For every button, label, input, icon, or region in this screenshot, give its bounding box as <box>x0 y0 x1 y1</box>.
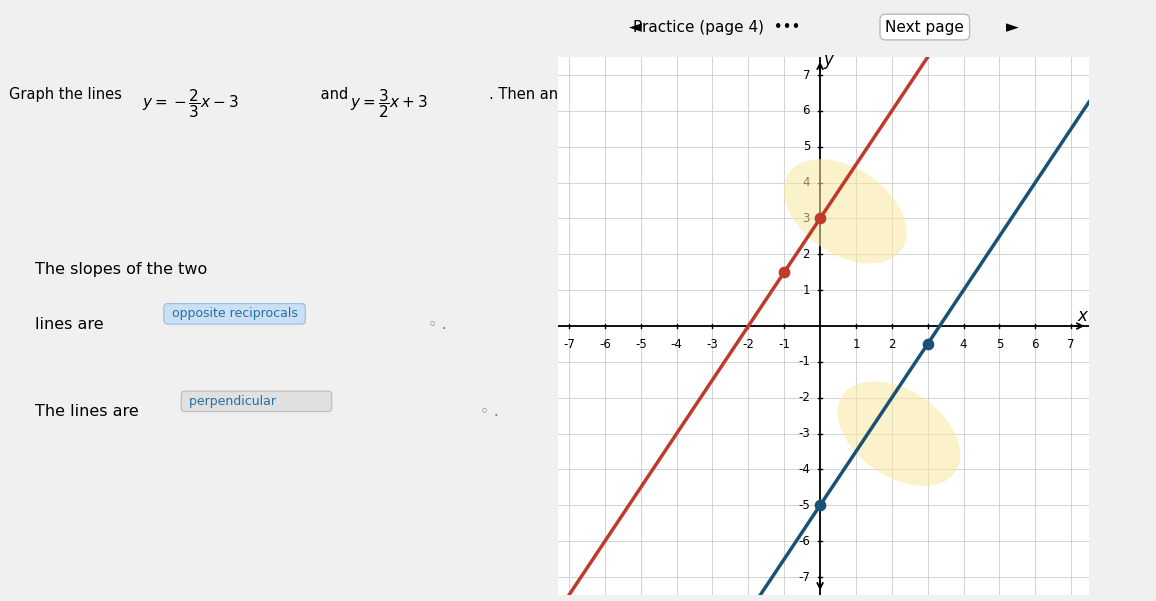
Text: -2: -2 <box>742 338 754 350</box>
Text: ►: ► <box>1006 18 1018 36</box>
Text: $x$: $x$ <box>1077 307 1090 325</box>
Text: -7: -7 <box>563 338 575 350</box>
Point <box>775 267 793 277</box>
Text: -5: -5 <box>799 499 810 512</box>
Text: Practice (page 4)  •••: Practice (page 4) ••• <box>633 20 800 34</box>
Text: -2: -2 <box>798 391 810 404</box>
Text: 4: 4 <box>959 338 968 350</box>
Text: Graph the lines: Graph the lines <box>9 87 127 102</box>
Ellipse shape <box>838 382 961 486</box>
Text: 4: 4 <box>802 176 810 189</box>
Text: 3: 3 <box>924 338 932 350</box>
Text: and: and <box>316 87 353 102</box>
Text: 2: 2 <box>888 338 896 350</box>
Text: 6: 6 <box>1031 338 1039 350</box>
Text: ◦ .: ◦ . <box>428 317 446 332</box>
Text: opposite reciprocals: opposite reciprocals <box>168 307 302 320</box>
Text: -6: -6 <box>599 338 610 350</box>
Text: 3: 3 <box>802 212 810 225</box>
Text: -4: -4 <box>798 463 810 476</box>
Point <box>810 501 829 510</box>
Text: $y = \dfrac{3}{2}x + 3$: $y = \dfrac{3}{2}x + 3$ <box>350 87 428 120</box>
Text: -4: -4 <box>670 338 682 350</box>
Text: -5: -5 <box>635 338 646 350</box>
Text: -1: -1 <box>778 338 791 350</box>
Text: 7: 7 <box>802 69 810 82</box>
Point <box>810 214 829 224</box>
Text: The slopes of the two: The slopes of the two <box>35 262 207 277</box>
Text: $y$: $y$ <box>823 53 836 72</box>
Text: 1: 1 <box>852 338 860 350</box>
Text: -1: -1 <box>798 355 810 368</box>
Text: 7: 7 <box>1067 338 1075 350</box>
Text: 5: 5 <box>995 338 1003 350</box>
Text: Next page: Next page <box>885 20 964 34</box>
Point <box>918 339 936 349</box>
Text: -3: -3 <box>706 338 718 350</box>
Text: 1: 1 <box>802 284 810 297</box>
Text: -3: -3 <box>799 427 810 440</box>
Text: ◄: ◄ <box>629 18 642 36</box>
Text: -7: -7 <box>798 570 810 584</box>
Text: ◦ .: ◦ . <box>480 404 498 419</box>
Ellipse shape <box>784 159 906 263</box>
Text: 2: 2 <box>802 248 810 261</box>
Text: . Then answer the questions that follow.: . Then answer the questions that follow. <box>489 87 784 102</box>
Text: -6: -6 <box>798 535 810 548</box>
Text: perpendicular: perpendicular <box>185 395 328 408</box>
Text: $y = -\dfrac{2}{3}x - 3$: $y = -\dfrac{2}{3}x - 3$ <box>142 87 239 120</box>
Text: 6: 6 <box>802 105 810 117</box>
Text: The lines are: The lines are <box>35 404 143 419</box>
Text: lines are: lines are <box>35 317 109 332</box>
Text: 5: 5 <box>802 140 810 153</box>
